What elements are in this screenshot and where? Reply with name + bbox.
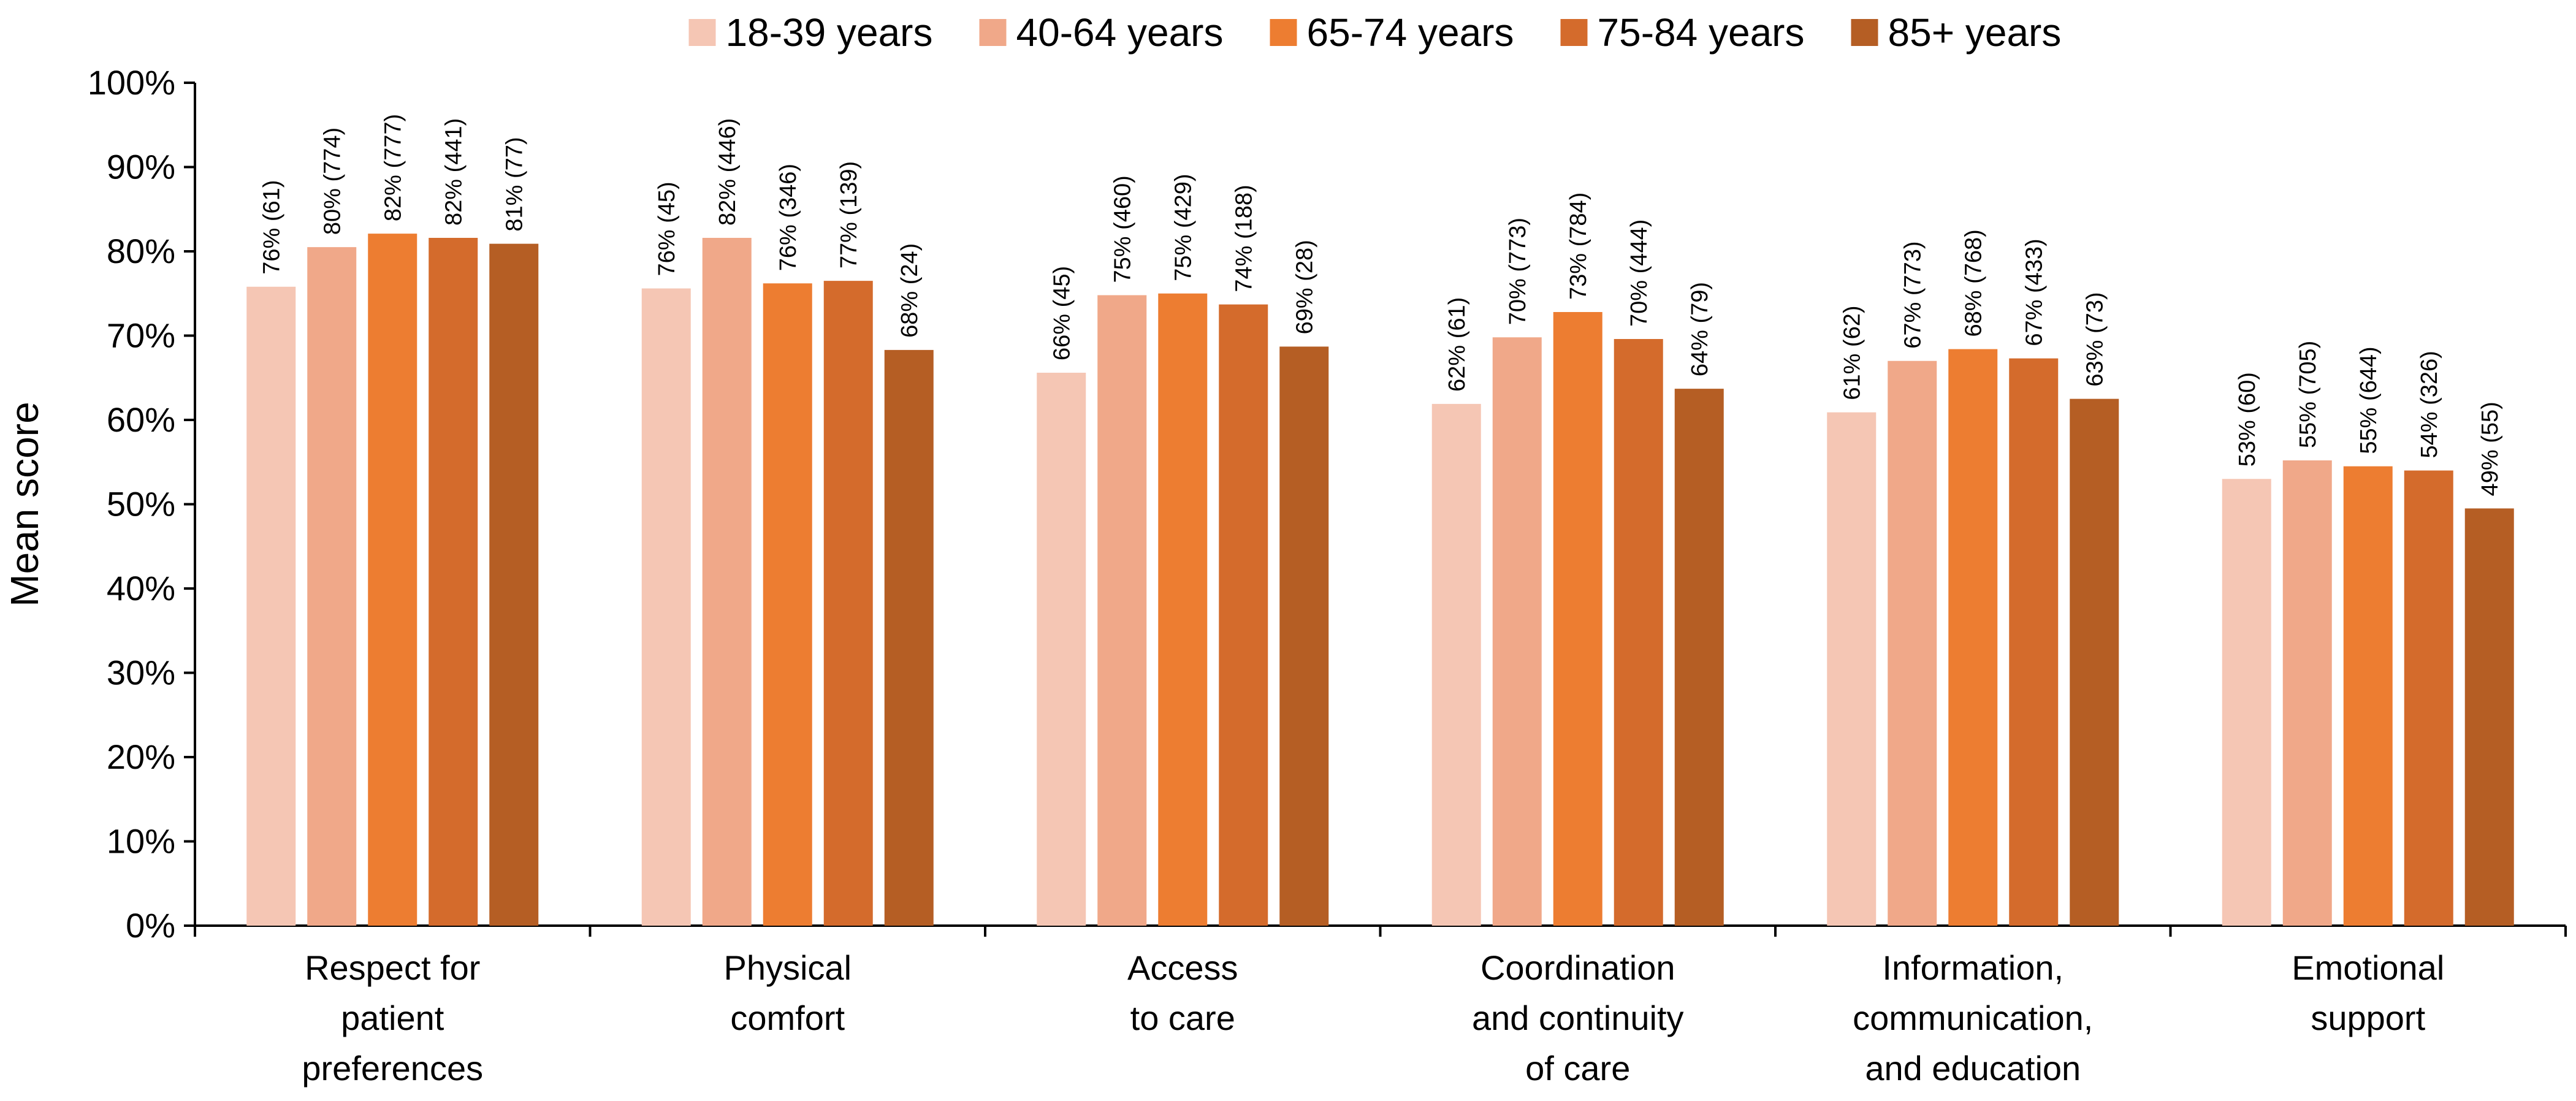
bar: [1553, 312, 1602, 926]
bar: [1037, 373, 1086, 926]
y-tick-label: 50%: [107, 485, 175, 524]
data-label: 68% (768): [1961, 229, 1986, 337]
bar: [1279, 346, 1329, 926]
x-category-label: Information,: [1882, 948, 2063, 987]
legend-swatch: [979, 19, 1007, 46]
bar: [1097, 295, 1147, 926]
x-category-label: of care: [1525, 1049, 1630, 1088]
data-label: 80% (774): [319, 128, 345, 235]
legend-swatch: [1560, 19, 1588, 46]
y-tick-label: 90%: [107, 148, 175, 186]
bar: [489, 243, 539, 926]
x-category-label: preferences: [302, 1049, 483, 1088]
data-label: 49% (55): [2477, 402, 2503, 496]
bar: [2404, 470, 2453, 926]
bar: [2222, 479, 2271, 926]
bar: [246, 286, 296, 926]
y-tick-label: 70%: [107, 316, 175, 355]
bar: [1614, 339, 1663, 926]
bar: [1219, 304, 1268, 926]
x-category-label: to care: [1130, 999, 1235, 1037]
bar: [641, 288, 691, 926]
x-category-label: Physical: [723, 948, 852, 987]
data-label: 67% (773): [1900, 241, 1926, 348]
data-label: 67% (433): [2021, 238, 2047, 346]
data-label: 74% (188): [1231, 185, 1257, 292]
x-category-label: Emotional: [2292, 948, 2444, 987]
y-tick-label: 60%: [107, 400, 175, 439]
bar: [884, 349, 934, 926]
data-label: 82% (441): [441, 118, 467, 226]
x-category-label: comfort: [730, 999, 845, 1037]
data-label: 62% (61): [1444, 297, 1470, 392]
data-label: 73% (784): [1566, 192, 1591, 300]
bar: [2343, 466, 2393, 926]
legend-swatch: [688, 19, 716, 46]
x-category-label: and continuity: [1472, 999, 1684, 1037]
bar: [2464, 508, 2514, 926]
bar: [307, 247, 357, 926]
data-label: 61% (62): [1839, 305, 1865, 400]
x-category-label: patient: [341, 999, 444, 1037]
bar: [1674, 389, 1724, 926]
bar: [823, 281, 873, 926]
x-category-label: Coordination: [1480, 948, 1675, 987]
bar: [2282, 460, 2332, 926]
legend-label: 75-84 years: [1598, 10, 1805, 55]
bar: [702, 238, 752, 926]
data-label: 76% (45): [654, 181, 680, 276]
y-tick-label: 20%: [107, 737, 175, 776]
legend-label: 65-74 years: [1307, 10, 1514, 55]
data-label: 75% (460): [1110, 175, 1135, 283]
data-label: 76% (61): [259, 180, 284, 275]
legend-label: 40-64 years: [1016, 10, 1224, 55]
data-label: 76% (346): [775, 164, 801, 271]
data-label: 77% (139): [836, 161, 862, 269]
x-category-label: Access: [1127, 948, 1238, 987]
data-label: 82% (777): [380, 114, 406, 221]
data-label: 55% (644): [2356, 346, 2382, 454]
bar: [368, 234, 417, 926]
data-label: 64% (79): [1687, 282, 1713, 376]
data-label: 55% (705): [2295, 341, 2321, 448]
bar: [1492, 337, 1542, 926]
data-label: 68% (24): [897, 243, 923, 338]
data-label: 54% (326): [2417, 351, 2442, 458]
bar: [1827, 412, 1877, 926]
y-axis-title: Mean score: [2, 402, 47, 606]
data-label: 69% (28): [1292, 240, 1317, 334]
bar: [1948, 349, 1998, 926]
x-category-label: Respect for: [305, 948, 480, 987]
data-label: 63% (73): [2082, 292, 2108, 386]
bar: [1158, 293, 1208, 926]
x-category-label: communication,: [1853, 999, 2093, 1037]
bar: [2070, 398, 2119, 926]
legend-swatch: [1270, 19, 1297, 46]
legend-label: 85+ years: [1888, 10, 2062, 55]
bar: [763, 283, 812, 926]
y-tick-label: 30%: [107, 653, 175, 692]
x-category-label: support: [2311, 999, 2425, 1037]
y-tick-label: 100%: [88, 63, 175, 102]
data-label: 70% (773): [1505, 218, 1531, 325]
bar: [429, 238, 478, 926]
y-tick-label: 80%: [107, 232, 175, 270]
data-label: 70% (444): [1626, 219, 1652, 327]
y-tick-label: 0%: [126, 906, 175, 945]
data-label: 53% (60): [2235, 372, 2260, 467]
data-label: 66% (45): [1049, 266, 1075, 360]
bar: [2009, 358, 2059, 926]
legend-swatch: [1851, 19, 1878, 46]
legend-label: 18-39 years: [726, 10, 933, 55]
data-label: 81% (77): [501, 137, 527, 231]
bar: [1888, 360, 1937, 926]
bar: [1431, 403, 1481, 926]
x-category-label: and education: [1865, 1049, 2081, 1088]
y-tick-label: 40%: [107, 569, 175, 608]
data-label: 75% (429): [1170, 173, 1196, 281]
data-label: 82% (446): [715, 118, 741, 226]
y-tick-label: 10%: [107, 822, 175, 861]
